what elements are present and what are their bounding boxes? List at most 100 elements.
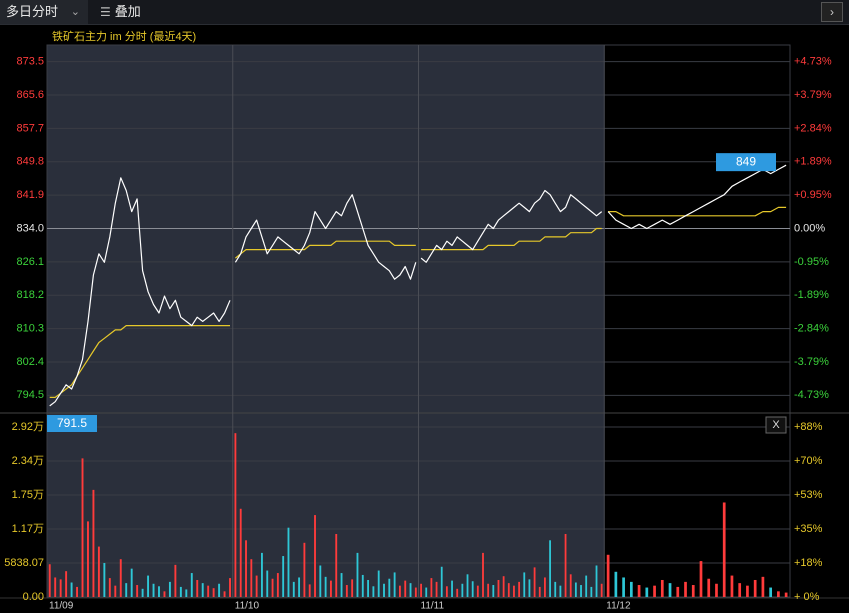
volume-bar xyxy=(425,587,428,597)
volume-bar xyxy=(784,592,788,597)
view-mode-selector[interactable]: 多日分时 ⌄ xyxy=(0,0,88,24)
percent-tick-label: 0.00% xyxy=(794,222,825,234)
volume-bar xyxy=(761,576,765,597)
close-icon[interactable]: X xyxy=(772,419,780,431)
volume-bar xyxy=(590,586,593,597)
volume-bar xyxy=(676,586,680,597)
percent-tick-label: +3.79% xyxy=(794,89,832,101)
volume-bar xyxy=(207,585,210,597)
volume-bar xyxy=(691,585,695,597)
volume-tick-label: 2.92万 xyxy=(12,421,44,433)
volume-bar xyxy=(303,542,306,597)
percent-tick-label: -1.89% xyxy=(794,289,829,301)
percent-tick-label: +4.73% xyxy=(794,56,832,68)
volume-bar xyxy=(523,572,526,597)
volume-bar xyxy=(722,502,726,597)
volume-bar xyxy=(507,583,510,597)
average-price-line xyxy=(49,325,230,398)
volume-bar xyxy=(746,585,749,597)
price-tick-label: 834.0 xyxy=(16,222,44,234)
volume-bar xyxy=(554,581,557,597)
percent-tick-label: +1.89% xyxy=(794,156,832,168)
volume-bar xyxy=(377,570,380,597)
volume-bar xyxy=(59,579,62,597)
close-volume-panel-button[interactable] xyxy=(765,416,787,434)
volume-tick-label: 2.34万 xyxy=(12,455,44,467)
volume-bar xyxy=(367,579,370,597)
volume-bar xyxy=(585,575,588,597)
volume-bar xyxy=(622,577,625,597)
volume-bar xyxy=(730,575,734,597)
volume-bar xyxy=(201,583,204,597)
volume-bar xyxy=(538,586,541,597)
volume-bar xyxy=(276,573,279,597)
volume-bar xyxy=(461,583,464,597)
price-tick-label: 802.4 xyxy=(16,356,44,368)
next-page-button[interactable]: › xyxy=(821,2,843,22)
volume-bar xyxy=(668,583,672,597)
volume-bar xyxy=(136,585,139,597)
price-line xyxy=(49,177,231,407)
volume-bar xyxy=(314,515,316,597)
volume-bar xyxy=(738,583,742,597)
price-tick-label: 794.5 xyxy=(16,389,44,401)
volume-bar xyxy=(492,585,495,597)
volume-percent-tick-label: +18% xyxy=(794,557,823,569)
volume-bar xyxy=(518,581,521,597)
volume-bar xyxy=(753,579,757,597)
volume-bar xyxy=(163,591,166,597)
price-line xyxy=(234,194,417,280)
volume-bar xyxy=(54,577,57,597)
volume-bar xyxy=(190,573,193,597)
volume-bar xyxy=(223,591,226,597)
volume-bar xyxy=(653,585,656,597)
volume-bar xyxy=(569,574,572,597)
volume-bar xyxy=(255,575,258,597)
volume-bar xyxy=(660,579,664,597)
database-icon: ☰ xyxy=(100,5,111,19)
volume-bar xyxy=(239,508,242,597)
volume-bar xyxy=(414,587,417,597)
volume-bar xyxy=(70,582,73,597)
price-tick-label: 818.2 xyxy=(16,289,44,301)
volume-bar xyxy=(271,578,274,597)
volume-bar xyxy=(383,583,385,597)
volume-percent-tick-label: +70% xyxy=(794,455,823,467)
volume-bar xyxy=(564,533,567,597)
average-price-line xyxy=(608,206,787,217)
price-line xyxy=(607,164,787,230)
volume-tick-label: 0.00 xyxy=(23,591,44,603)
volume-bar xyxy=(324,576,327,597)
volume-bar xyxy=(141,588,144,597)
volume-bar xyxy=(81,458,84,597)
volume-bar xyxy=(97,546,100,597)
volume-bar xyxy=(48,564,51,597)
volume-bar xyxy=(125,583,128,597)
volume-bar xyxy=(196,579,199,597)
volume-bar xyxy=(319,565,322,597)
current-price-label: 849 xyxy=(736,154,756,168)
volume-tick-label: 5838.07 xyxy=(4,557,44,569)
low-price-badge xyxy=(47,415,97,432)
volume-bar xyxy=(356,552,359,597)
volume-bar xyxy=(435,581,438,597)
view-mode-label: 多日分时 xyxy=(6,4,59,19)
overlay-button[interactable]: ☰ 叠加 xyxy=(100,0,141,24)
volume-bar xyxy=(287,527,290,597)
volume-bar xyxy=(574,582,577,597)
volume-bar xyxy=(409,583,412,597)
price-tick-label: 849.8 xyxy=(16,156,44,168)
volume-bar xyxy=(699,561,703,597)
volume-bar xyxy=(76,586,79,597)
price-tick-label: 857.7 xyxy=(16,122,44,134)
volume-bar xyxy=(476,585,479,597)
volume-tick-label: 1.75万 xyxy=(12,489,44,501)
volume-bar xyxy=(482,552,484,597)
volume-bar xyxy=(168,581,171,597)
volume-bar xyxy=(103,562,106,597)
chart-title: 铁矿石主力 im 分时 (最近4天) xyxy=(52,30,196,43)
volume-bar xyxy=(114,585,117,597)
volume-bar xyxy=(549,540,551,597)
volume-bar xyxy=(645,587,649,597)
volume-bar xyxy=(179,586,182,597)
